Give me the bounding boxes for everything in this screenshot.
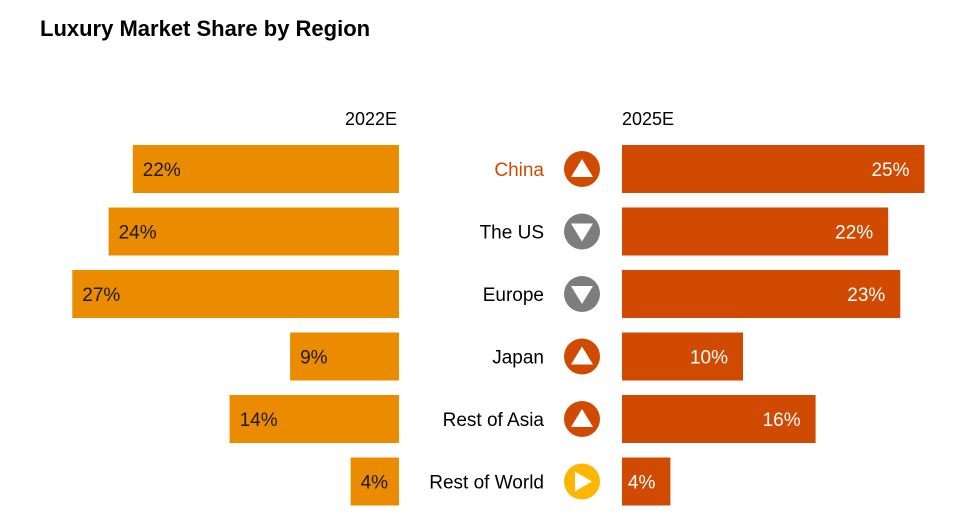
- data-label-2022e: 22%: [143, 160, 181, 181]
- trend-arrow: [575, 471, 592, 492]
- bar-2022e: [72, 270, 400, 318]
- data-label-2022e: 4%: [361, 473, 389, 494]
- chart-rows: 22% 25% China 24% 22% The US 27% 23% Europe 9% 10%…: [72, 145, 925, 506]
- bar-2025e: [622, 332, 743, 381]
- bar-2022e: [290, 332, 399, 381]
- data-label-2022e: 14%: [240, 410, 278, 431]
- bar-2022e: [132, 145, 400, 193]
- data-label-2025e: 16%: [763, 410, 801, 431]
- bar-2025e: [622, 270, 901, 318]
- category-label: The US: [480, 223, 544, 244]
- trend-arrow: [571, 159, 593, 177]
- data-label-2025e: 4%: [628, 473, 656, 494]
- bar-2025e: [622, 207, 889, 256]
- bar-2022e: [350, 457, 399, 506]
- bar-2025e: [622, 145, 925, 193]
- data-label-2022e: 24%: [119, 223, 157, 244]
- category-label: Japan: [492, 348, 544, 369]
- bar-2022e: [108, 207, 399, 256]
- chart-title: Luxury Market Share by Region: [40, 16, 370, 41]
- category-label: China: [494, 160, 544, 181]
- category-label: Rest of World: [429, 473, 544, 494]
- chart-row: 27% 23% Europe: [72, 270, 901, 318]
- bar-2025e: [622, 457, 671, 506]
- bar-2022e: [229, 395, 399, 443]
- left-series-header: 2022E: [345, 109, 397, 129]
- triangle-up-icon: [564, 338, 600, 375]
- data-label-2025e: 25%: [871, 160, 909, 181]
- triangle-up-icon: [564, 401, 600, 437]
- data-label-2025e: 22%: [835, 223, 873, 244]
- data-label-2025e: 10%: [690, 348, 728, 369]
- trend-arrow: [571, 223, 593, 242]
- data-label-2025e: 23%: [847, 285, 885, 306]
- bar-2025e: [622, 395, 816, 443]
- triangle-down-icon: [564, 213, 600, 250]
- category-label: Europe: [483, 285, 544, 306]
- data-label-2022e: 9%: [300, 348, 328, 369]
- chart-row: 9% 10% Japan: [290, 332, 743, 381]
- chart-row: 22% 25% China: [132, 145, 925, 193]
- right-series-header: 2025E: [622, 109, 674, 129]
- chart-row: 24% 22% The US: [108, 207, 889, 256]
- triangle-right-icon: [564, 463, 600, 500]
- trend-arrow: [571, 346, 593, 365]
- category-label: Rest of Asia: [443, 410, 545, 431]
- trend-arrow: [571, 286, 593, 304]
- trend-arrow: [571, 409, 593, 427]
- triangle-up-icon: [564, 151, 600, 187]
- triangle-down-icon: [564, 276, 600, 312]
- data-label-2022e: 27%: [82, 285, 120, 306]
- chart-row: 14% 16% Rest of Asia: [229, 395, 816, 443]
- chart-row: 4% 4% Rest of World: [350, 457, 671, 506]
